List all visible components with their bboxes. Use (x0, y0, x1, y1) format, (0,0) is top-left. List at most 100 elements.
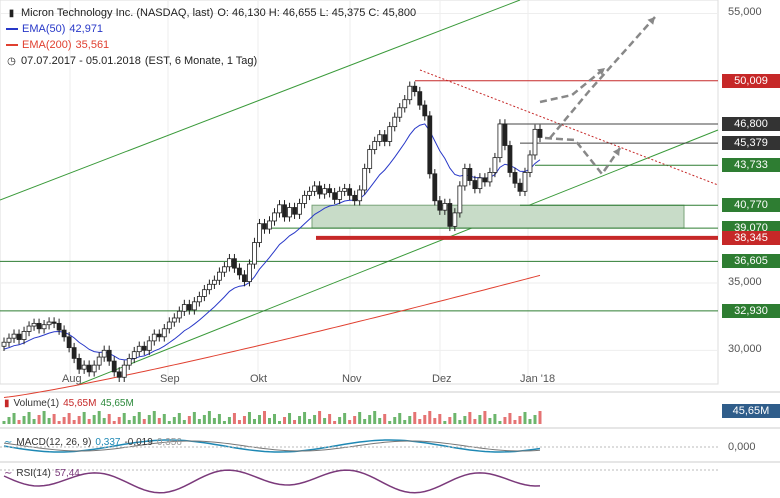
volume-bar (523, 412, 527, 424)
volume-bar (107, 414, 111, 424)
candle-body (46, 321, 52, 326)
candle-body (227, 258, 232, 268)
clock-icon: ◷ (7, 55, 16, 67)
y-tick-label: 55,000 (728, 6, 762, 19)
volume-bar (518, 416, 522, 424)
volume-bar (473, 419, 477, 424)
volume-bar (273, 414, 277, 424)
volume-bar (162, 414, 166, 424)
volume-bar (237, 420, 241, 424)
volume-bar (202, 415, 206, 424)
macd-value-2: -0,019 (124, 437, 153, 448)
candle-body (287, 207, 292, 218)
chart-legend: ▮ Micron Technology Inc. (NASDAQ, last) … (6, 5, 416, 69)
candle-body (76, 357, 82, 370)
volume-bar (122, 413, 126, 424)
volume-bar (47, 418, 51, 424)
volume-bar (373, 411, 377, 424)
volume-bar (368, 415, 372, 424)
rsi-value: 57,44 (54, 468, 80, 479)
candle-body (522, 172, 528, 192)
candle-body (322, 188, 327, 195)
candle-body (252, 242, 257, 265)
candle-body (201, 289, 207, 297)
candle-body (422, 104, 428, 117)
volume-bar (72, 420, 76, 424)
x-tick-label: Jan '18 (520, 373, 556, 385)
volume-bar (513, 420, 517, 424)
volume-bar (303, 412, 307, 424)
candle-body (61, 329, 67, 338)
level-tag: 50,009 (722, 73, 780, 88)
candle-body (412, 85, 418, 93)
channel-lower-line (79, 129, 719, 385)
volume-bar (533, 415, 537, 424)
volume-bar (448, 417, 452, 424)
support-zone (311, 204, 685, 229)
volume-bar (408, 416, 412, 424)
candle-body (81, 364, 87, 370)
volume-bar (343, 413, 347, 424)
level-tag: 36,605 (722, 254, 780, 269)
volume-bar (283, 417, 287, 424)
candle-body (272, 212, 277, 222)
volume-bar (97, 411, 101, 424)
volume-bar (313, 415, 317, 424)
candle-body (307, 190, 312, 196)
ema200-line (3, 274, 541, 398)
candle-body (16, 333, 22, 340)
candle-body (492, 157, 498, 173)
volume-bar (262, 411, 266, 424)
candle-body (56, 322, 62, 331)
ema50-line (3, 123, 541, 361)
candle-body (181, 304, 187, 312)
candle-body (126, 357, 132, 366)
volume-bar (152, 411, 156, 424)
volume-bar (488, 418, 492, 424)
candle-body (432, 173, 438, 202)
volume-bar (87, 419, 91, 424)
scenario-arrow-up-short-head (597, 68, 605, 76)
candle-body (447, 203, 453, 227)
volume-bar (222, 421, 226, 424)
x-tick-label: Okt (250, 373, 268, 385)
candle-body (452, 212, 458, 227)
volume-value-1: 45,65M (63, 398, 97, 409)
level-tag: 32,930 (722, 303, 780, 318)
x-tick-label: Nov (342, 373, 362, 385)
volume-bar (212, 418, 216, 424)
candle-body (512, 172, 518, 184)
volume-bar (142, 419, 146, 424)
candle-body (186, 304, 192, 311)
candle-body (217, 271, 222, 281)
ema200-value: 35,561 (75, 39, 110, 51)
candle-body (367, 149, 373, 169)
volume-bar (483, 411, 487, 424)
volume-bar (242, 416, 246, 424)
volume-icon: ▮ (4, 398, 10, 409)
candlestick-icon: ▮ (8, 7, 15, 19)
level-tag: 46,800 (722, 116, 780, 131)
candle-body (51, 321, 57, 324)
candle-body (502, 123, 508, 146)
volume-bar (92, 415, 96, 424)
candle-body (472, 180, 478, 190)
chart-title: Micron Technology Inc. (NASDAQ, last) (21, 7, 214, 19)
volume-label: Volume(1) (13, 398, 60, 409)
candle-body (151, 333, 157, 342)
candle-body (237, 267, 242, 276)
candle-body (397, 107, 403, 118)
candle-body (342, 188, 348, 192)
candle-body (257, 223, 262, 243)
scenario-arrow-up-long-head (647, 17, 655, 25)
volume-bar (438, 414, 442, 424)
candle-body (337, 190, 343, 200)
volume-bar (413, 412, 417, 424)
volume-bar (393, 417, 397, 424)
candle-body (302, 194, 307, 204)
volume-bar (538, 411, 542, 424)
candle-body (196, 296, 202, 303)
volume-bar (323, 418, 327, 424)
rsi-legend: ∼ RSI(14) 57,44 (4, 468, 80, 479)
volume-bar (62, 417, 66, 424)
